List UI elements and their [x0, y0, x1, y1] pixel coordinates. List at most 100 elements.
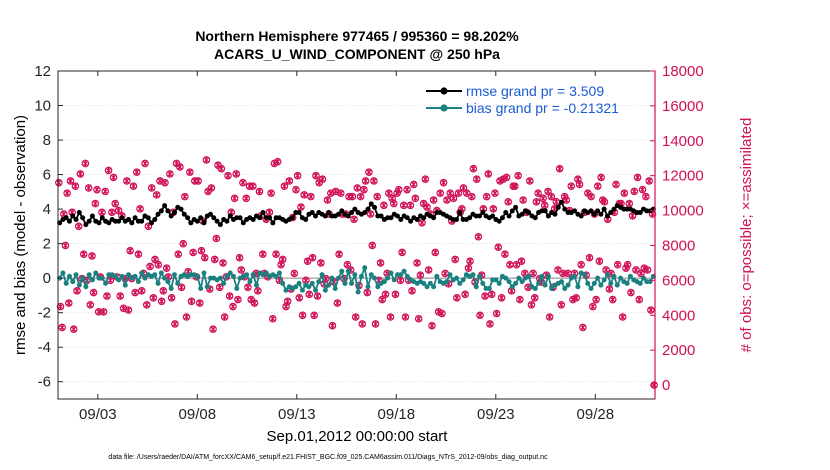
rmse-point — [513, 204, 519, 210]
obs-assimilated-marker — [254, 287, 261, 295]
obs-count-point — [64, 299, 73, 307]
bias-point — [283, 287, 289, 293]
obs-count-point — [386, 313, 395, 321]
obs-count-point — [547, 192, 556, 201]
obs-assimilated-marker — [231, 195, 238, 202]
bias-point — [516, 275, 522, 281]
obs-count-point — [575, 180, 584, 189]
rmse-point — [63, 215, 69, 221]
bias-point — [73, 272, 79, 278]
obs-assimilated-marker — [319, 175, 326, 183]
obs-assimilated-marker — [644, 266, 651, 274]
rmse-point — [408, 218, 414, 224]
obs-assimilated-marker — [498, 294, 505, 302]
obs-assimilated-marker — [224, 172, 232, 179]
y-right-tick-label: 8000 — [662, 237, 695, 254]
obs-assimilated-marker — [417, 271, 424, 279]
bias-point — [391, 277, 397, 283]
bias-point — [244, 272, 250, 278]
bias-point — [388, 270, 394, 276]
obs-count-point — [635, 295, 644, 304]
obs-count-point — [351, 313, 360, 321]
y-axis-right: 0 2000 4000 6000 8000 10000 12000 14000 16000 180… — [650, 63, 704, 399]
bias-point — [83, 284, 89, 290]
obs-assimilated-marker — [374, 193, 381, 200]
obs-assimilated-marker — [531, 294, 538, 302]
obs-count-point — [539, 194, 547, 203]
obs-count-point — [595, 257, 604, 265]
rmse-point — [598, 211, 604, 217]
bias-point — [611, 273, 617, 279]
obs-count-point — [363, 288, 372, 297]
rmse-point — [217, 222, 223, 228]
obs-assimilated-marker — [297, 203, 304, 211]
obs-assimilated-marker — [176, 163, 183, 171]
obs-count-point — [429, 196, 438, 204]
bias-point — [66, 273, 72, 279]
bias-point — [614, 282, 620, 288]
obs-assimilated-marker — [112, 200, 119, 207]
rmse-point — [129, 220, 135, 226]
obs-assimilated-marker — [606, 285, 613, 293]
obs-count-point — [272, 250, 280, 258]
obs-count-point — [225, 292, 234, 300]
obs-assimilated-marker — [390, 200, 397, 207]
obs-count-point — [132, 168, 141, 176]
obs-count-point — [89, 288, 98, 297]
obs-count-point — [454, 189, 463, 197]
rmse-point — [290, 215, 296, 221]
rmse-point — [96, 220, 102, 226]
obs-assimilated-marker — [299, 312, 306, 319]
y-axis-left-label: rmse and bias (model - observation) — [12, 115, 29, 355]
rmse-point — [250, 216, 256, 222]
obs-count-point — [298, 311, 307, 320]
x-tick-label: 09/28 — [577, 406, 615, 423]
bias-point — [224, 273, 230, 279]
y-right-tick-label: 4000 — [662, 307, 695, 324]
rmse-point — [404, 215, 410, 221]
rmse-point — [312, 213, 318, 219]
y-axis-left: -6 -4 -2 0 2 4 6 8 10 12 — [34, 63, 63, 391]
y-left-tick-label: 10 — [34, 98, 51, 115]
y-right-tick-label: 0 — [662, 377, 670, 394]
obs-assimilated-marker — [541, 202, 548, 209]
obs-count-point — [292, 185, 300, 194]
obs-count-point — [414, 314, 423, 323]
obs-count-point — [394, 185, 403, 194]
obs-count-point — [235, 253, 244, 262]
rmse-point — [214, 218, 220, 224]
obs-count-point — [141, 159, 149, 168]
bias-point — [280, 280, 286, 286]
obs-assimilated-marker — [266, 209, 273, 216]
obs-count-point — [502, 173, 511, 182]
obs-count-point — [290, 269, 299, 278]
obs-assimilated-marker — [244, 284, 251, 291]
obs-assimilated-marker — [137, 205, 144, 213]
obs-assimilated-marker — [221, 313, 228, 321]
obs-assimilated-marker — [125, 306, 132, 314]
obs-count-point — [119, 304, 128, 313]
rmse-point — [145, 215, 151, 221]
obs-assimilated-marker — [188, 298, 195, 305]
obs-count-point — [101, 187, 110, 196]
rmse-point — [532, 215, 538, 221]
obs-assimilated-marker — [483, 193, 490, 200]
bias-point — [352, 272, 358, 278]
obs-assimilated-marker — [362, 177, 369, 185]
bias-point — [89, 277, 95, 283]
obs-count-point — [593, 182, 602, 190]
obs-assimilated-marker — [210, 326, 217, 333]
rmse-point — [168, 213, 174, 219]
obs-count-point — [529, 269, 537, 278]
obs-assimilated-marker — [443, 196, 450, 204]
obs-assimilated-marker — [243, 195, 250, 202]
rmse-point — [158, 208, 164, 214]
bias-point — [316, 279, 322, 285]
obs-assimilated-marker — [324, 196, 331, 204]
obs-count-point — [317, 259, 325, 267]
rmse-point — [559, 199, 565, 205]
obs-assimilated-marker — [98, 209, 105, 216]
obs-assimilated-marker — [103, 292, 110, 300]
obs-assimilated-marker — [475, 233, 482, 240]
obs-count-point — [373, 192, 382, 201]
